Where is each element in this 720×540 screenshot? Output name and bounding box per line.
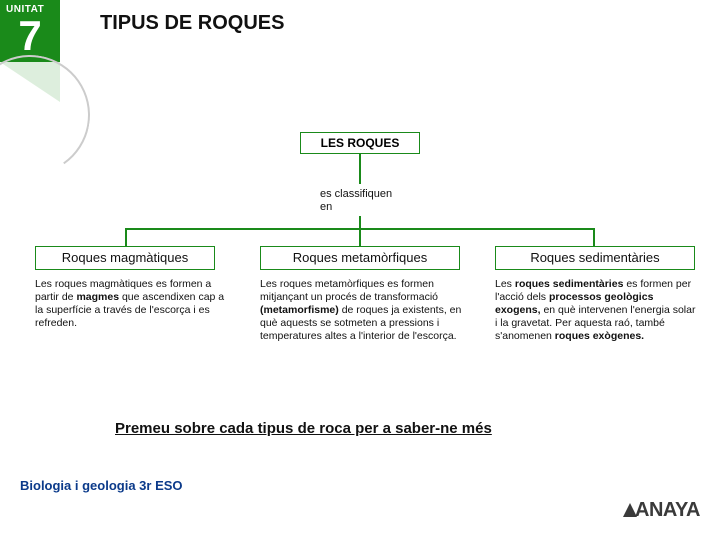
connector-drop xyxy=(359,228,361,246)
unit-number: 7 xyxy=(0,12,60,60)
category-desc-magmatiques: Les roques magmàtiques es formen a parti… xyxy=(35,278,230,330)
publisher-name: ANAYA xyxy=(635,499,700,521)
category-node-magmatiques[interactable]: Roques magmàtiques xyxy=(35,246,215,270)
connector-label: es classifiquen en xyxy=(320,188,392,214)
connector-drop xyxy=(125,228,127,246)
connector-line xyxy=(359,216,361,228)
publisher-logo: ANAYA xyxy=(625,499,700,522)
category-desc-metamorfiques: Les roques metamòrfiques es formen mitja… xyxy=(260,278,470,343)
slide: UNITAT 7 TIPUS DE ROQUES LES ROQUES es c… xyxy=(0,0,720,540)
category-node-metamorfiques[interactable]: Roques metamòrfiques xyxy=(260,246,460,270)
category-node-sedimentaries[interactable]: Roques sedimentàries xyxy=(495,246,695,270)
page-title: TIPUS DE ROQUES xyxy=(100,12,284,35)
instruction-text: Premeu sobre cada tipus de roca per a sa… xyxy=(115,420,492,437)
category-desc-sedimentaries: Les roques sedimentàries es formen per l… xyxy=(495,278,700,343)
subject-label: Biologia i geologia 3r ESO xyxy=(20,478,183,493)
root-node: LES ROQUES xyxy=(300,132,420,154)
connector-line xyxy=(359,154,361,184)
decorative-curve xyxy=(0,45,100,184)
connector-drop xyxy=(593,228,595,246)
